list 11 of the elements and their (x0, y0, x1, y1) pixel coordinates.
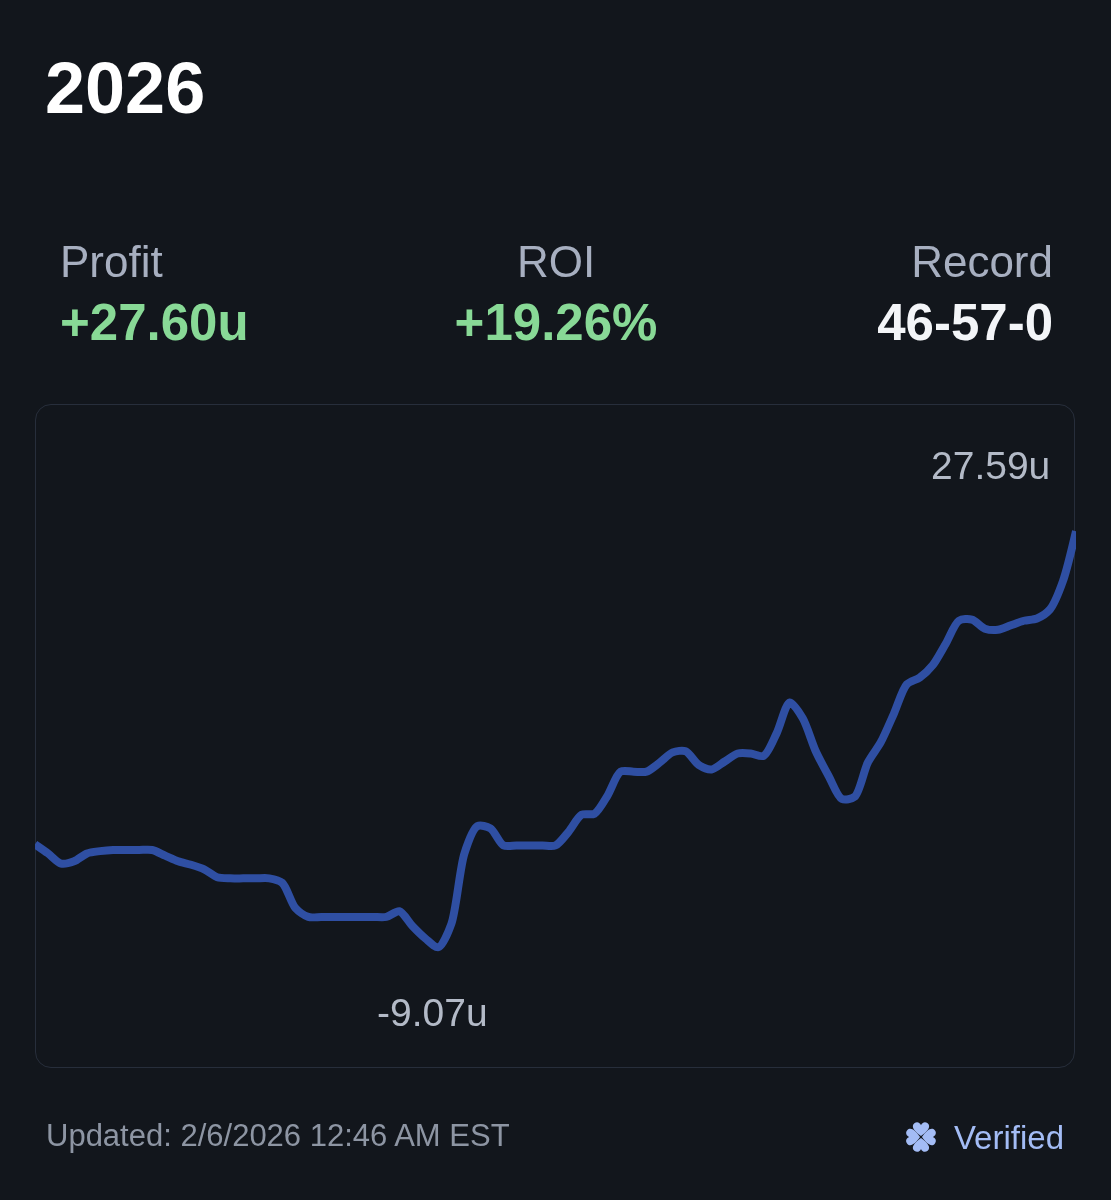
text: ROI (516, 237, 596, 286)
data-label: -9.07u (377, 991, 488, 1034)
text: Updated: 2/6/2026 12:46 AM EST (46, 1118, 510, 1153)
text: Profit (60, 237, 163, 286)
text: 46-57-0 (877, 294, 1053, 351)
data-label: 27.59u (931, 444, 1051, 487)
text: Record (911, 237, 1053, 286)
chart-title: 2026 (45, 48, 206, 128)
text: Verified (953, 1118, 1064, 1156)
text: +27.60u (60, 294, 249, 351)
text: +19.26% (454, 294, 658, 351)
